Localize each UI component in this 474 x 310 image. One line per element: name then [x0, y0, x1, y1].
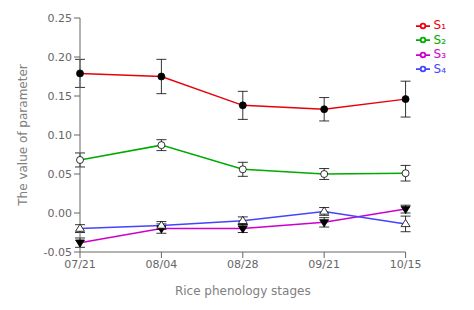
svg-text:0.00: 0.00 [48, 207, 73, 220]
svg-text:0.20: 0.20 [48, 51, 73, 64]
html-text:S₂: S₂ [433, 32, 446, 47]
svg-text:-0.05: -0.05 [44, 246, 72, 259]
html-text:S₁: S₁ [433, 18, 446, 32]
html-text:S₃: S₃ [433, 47, 446, 61]
html-text:S₄: S₄ [433, 61, 446, 76]
svg-text:08/04: 08/04 [146, 258, 178, 271]
svg-text:0.10: 0.10 [48, 129, 73, 142]
svg-text:07/21: 07/21 [64, 258, 96, 271]
svg-text:0.25: 0.25 [48, 12, 73, 25]
svg-text:0.15: 0.15 [48, 90, 73, 103]
svg-text:09/21: 09/21 [308, 258, 340, 271]
svg-text:10/15: 10/15 [390, 258, 422, 271]
svg-text:0.05: 0.05 [48, 168, 73, 181]
svg-text:08/28: 08/28 [227, 258, 259, 271]
svg-text:The value of parameter: The value of parameter [16, 64, 30, 207]
svg-text:Rice phenology stages: Rice phenology stages [175, 284, 311, 298]
